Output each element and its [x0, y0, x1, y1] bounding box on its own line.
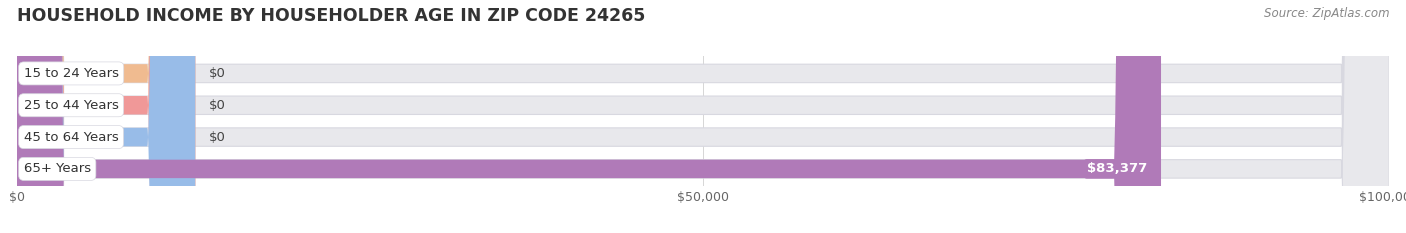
FancyBboxPatch shape [17, 0, 195, 233]
Text: $83,377: $83,377 [1087, 162, 1147, 175]
Text: 45 to 64 Years: 45 to 64 Years [24, 130, 118, 144]
FancyBboxPatch shape [17, 0, 1389, 233]
FancyBboxPatch shape [17, 0, 1389, 233]
Text: 15 to 24 Years: 15 to 24 Years [24, 67, 118, 80]
FancyBboxPatch shape [17, 0, 1389, 233]
FancyBboxPatch shape [17, 0, 1161, 233]
Text: Source: ZipAtlas.com: Source: ZipAtlas.com [1264, 7, 1389, 20]
Text: 25 to 44 Years: 25 to 44 Years [24, 99, 118, 112]
Text: $0: $0 [209, 130, 226, 144]
FancyBboxPatch shape [17, 0, 195, 233]
Text: 65+ Years: 65+ Years [24, 162, 91, 175]
FancyBboxPatch shape [17, 0, 1389, 233]
Text: $0: $0 [209, 67, 226, 80]
Text: $0: $0 [209, 99, 226, 112]
Text: HOUSEHOLD INCOME BY HOUSEHOLDER AGE IN ZIP CODE 24265: HOUSEHOLD INCOME BY HOUSEHOLDER AGE IN Z… [17, 7, 645, 25]
FancyBboxPatch shape [17, 0, 195, 233]
